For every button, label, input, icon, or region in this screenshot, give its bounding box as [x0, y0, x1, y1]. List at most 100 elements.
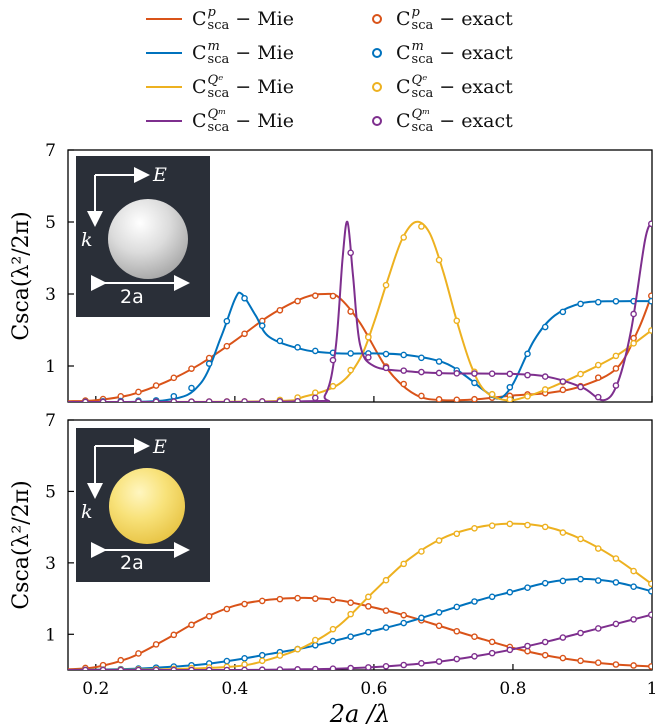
k-vector-label: k [81, 229, 93, 251]
legend-superscript: m [411, 39, 424, 54]
series-marker-m [471, 379, 478, 387]
legend-label: − Mie [235, 76, 294, 98]
e-field-label: E [153, 164, 167, 186]
series-marker-Qe [594, 545, 602, 552]
series-marker-m [418, 614, 425, 622]
series-marker-Qm [488, 649, 496, 657]
diameter-label: 2a [120, 552, 144, 574]
series-marker-Qm [135, 398, 142, 402]
legend-line-swatch [146, 86, 182, 88]
series-marker-Qm [612, 382, 620, 389]
series-marker-m [524, 584, 531, 591]
series-marker-Qm [347, 664, 354, 670]
series-marker-Qm [329, 665, 337, 670]
series-marker-p [648, 663, 652, 670]
series-marker-m [223, 317, 231, 325]
x-axis-label: 2a /λ [329, 700, 391, 727]
series-marker-Qe [365, 593, 372, 601]
y-tick-label: 5 [45, 482, 56, 502]
y-tick-label: 1 [45, 625, 56, 645]
y-axis-label: Csca(λ²/2π) [9, 211, 34, 340]
series-marker-Qm [205, 666, 213, 670]
legend-superscript: p [207, 5, 216, 20]
series-marker-m [347, 350, 354, 357]
series-marker-p [612, 365, 620, 372]
legend-symbol: C [396, 8, 411, 30]
series-marker-Qe [630, 567, 637, 575]
sphere-white [108, 199, 188, 279]
series-marker-Qm [577, 629, 584, 637]
series-marker-p [471, 395, 478, 402]
y-tick-label: 5 [45, 213, 56, 233]
series-marker-Qm [559, 378, 567, 385]
x-tick-label: 1 [647, 679, 658, 699]
x-tick-label: 0.2 [82, 679, 109, 699]
series-marker-Qm [471, 370, 478, 377]
series-marker-p [311, 595, 319, 602]
series-marker-Qe [311, 389, 319, 396]
series-marker-m [311, 641, 319, 649]
series-marker-Qm [648, 220, 652, 228]
series-marker-Qe [329, 382, 337, 390]
series-marker-Qm [276, 398, 284, 402]
series-marker-p [152, 382, 160, 389]
y-tick-label: 1 [45, 357, 56, 377]
series-marker-Qm [612, 620, 620, 628]
legend-symbol: C [396, 42, 411, 64]
series-marker-p [223, 342, 231, 350]
inset-white-sphere: E k 2a [76, 156, 210, 317]
series-group [68, 520, 652, 670]
legend-subscript: sca [411, 18, 434, 33]
legend-marker-swatch [372, 116, 382, 126]
y-tick-label: 3 [45, 285, 56, 305]
series-marker-Qm [400, 661, 408, 669]
series-line-Qm [68, 613, 652, 670]
series-marker-p [435, 622, 443, 630]
series-marker-Qm [435, 369, 443, 377]
series-marker-Qm [205, 398, 213, 402]
series-marker-p [524, 647, 531, 655]
series-marker-Qe [541, 386, 549, 393]
series-marker-Qm [648, 611, 652, 619]
series-marker-Qm [453, 370, 461, 377]
series-marker-m [541, 323, 549, 331]
series-marker-Qm [82, 666, 89, 670]
series-marker-Qe [347, 610, 354, 618]
series-line-Qe [68, 522, 652, 670]
series-marker-Qm [170, 398, 178, 402]
legend-subscript: sca [207, 18, 230, 33]
series-marker-Qe [648, 327, 652, 334]
series-marker-Qe [612, 352, 620, 360]
series-marker-Qe [612, 555, 620, 562]
series-marker-Qm [559, 634, 567, 641]
series-marker-m [594, 577, 602, 584]
legend-subscript: sca [207, 86, 230, 101]
series-marker-Qm [223, 666, 231, 670]
legend-superscript: Qᵉ [207, 73, 224, 88]
series-marker-Qm [294, 398, 301, 402]
x-tick-label: 0.6 [360, 679, 387, 699]
series-marker-Qm [329, 356, 337, 364]
series-marker-Qm [258, 666, 266, 670]
series-marker-Qe [258, 657, 266, 665]
series-marker-p [170, 631, 178, 639]
series-marker-Qe [294, 645, 301, 653]
series-marker-p [612, 661, 620, 668]
legend-label: − Mie [235, 110, 294, 132]
legend-symbol: C [192, 76, 207, 98]
legend-label: − exact [439, 110, 513, 132]
series-marker-Qm [223, 398, 231, 402]
series-marker-Qe [594, 361, 602, 369]
series-marker-m [418, 354, 425, 362]
series-marker-m [506, 383, 514, 391]
series-marker-p [400, 380, 408, 388]
legend-symbol: C [192, 110, 207, 132]
series-marker-p [594, 659, 602, 666]
legend-label: − exact [439, 8, 513, 30]
series-marker-m [577, 575, 584, 583]
series-marker-p [294, 297, 301, 305]
series-marker-Qe [329, 625, 337, 633]
series-marker-Qm [471, 652, 478, 660]
series-marker-Qm [152, 398, 160, 402]
